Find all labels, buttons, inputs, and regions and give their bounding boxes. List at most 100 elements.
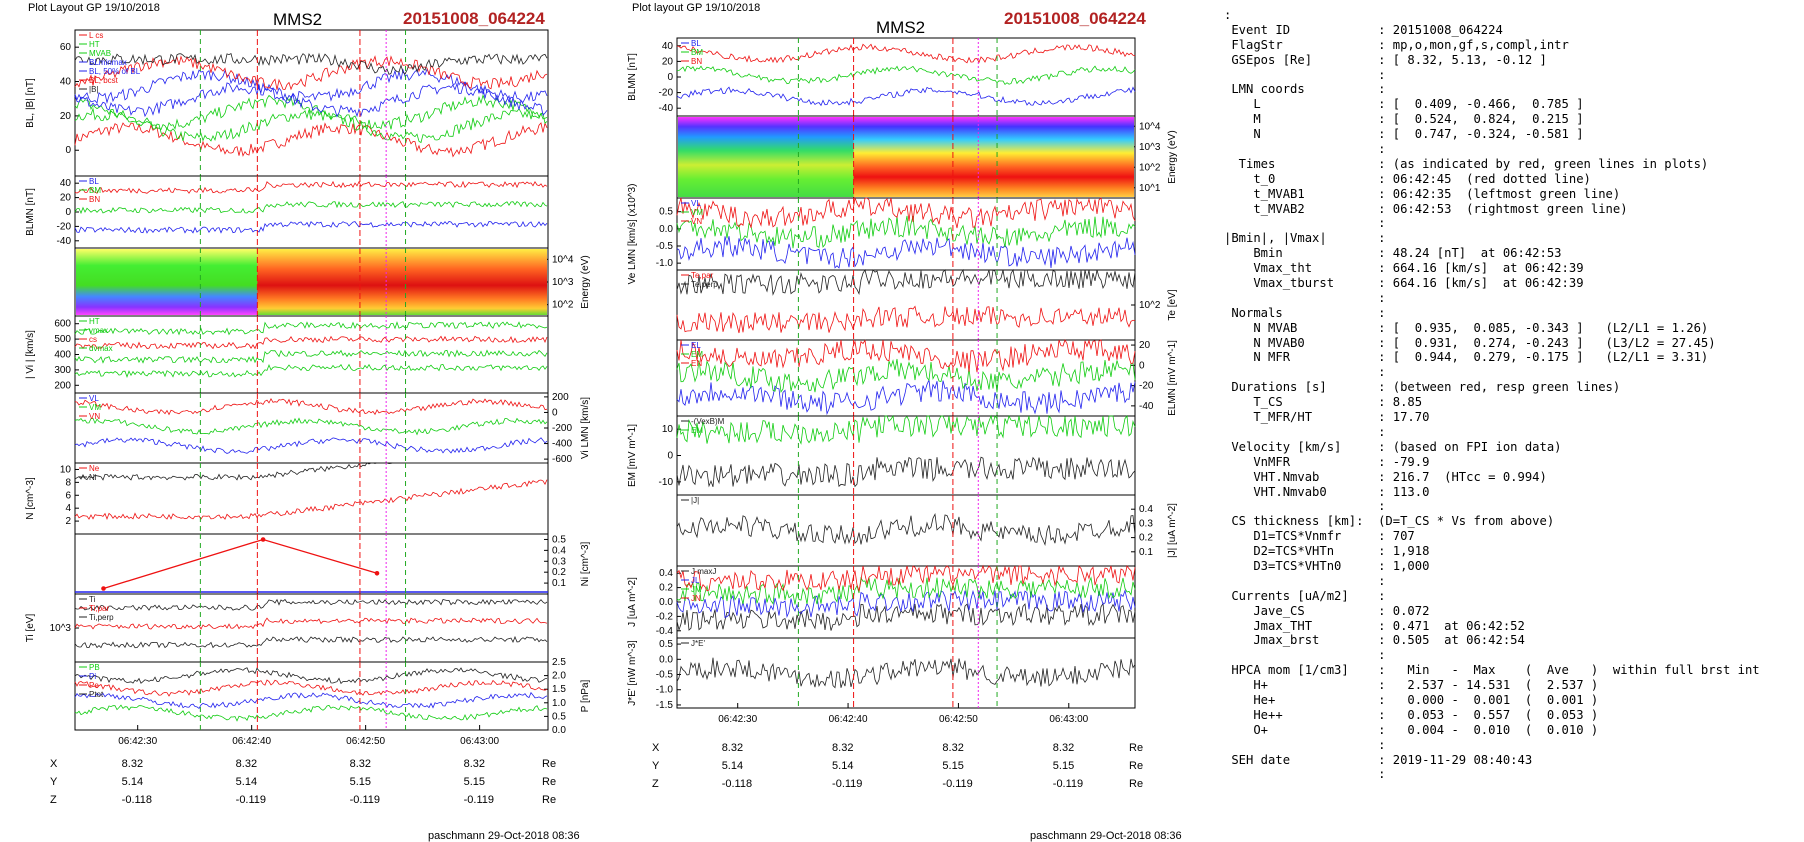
time-tick-label: 06:43:00 xyxy=(1049,714,1088,725)
info-line: : xyxy=(1224,737,1386,752)
tick-label: 0.3 xyxy=(1139,518,1153,529)
series-line xyxy=(74,121,548,158)
series-line xyxy=(676,86,1136,107)
legend-entry: BL xyxy=(89,177,99,186)
info-line: He+ : 0.000 - 0.001 ( 0.001 ) xyxy=(1224,692,1599,707)
legend-entry: |J| xyxy=(691,496,699,505)
info-line: O+ : 0.004 - 0.010 ( 0.010 ) xyxy=(1224,722,1599,737)
position-value: 8.32 xyxy=(1052,742,1075,754)
info-line: SEH date : 2019-11-29 08:40:43 xyxy=(1224,752,1533,767)
legend-entry: Ptot xyxy=(89,690,104,699)
legend-entry: -(VexB)M xyxy=(691,417,725,426)
legend-entry: dvmax xyxy=(89,344,113,353)
series-line xyxy=(74,107,548,144)
tick-label: 0.5 xyxy=(659,207,673,218)
info-line: FlagStr : mp,o,mon,gf,s,compl,intr xyxy=(1224,37,1569,52)
left-figure-header: Plot Layout GP 19/10/2018 xyxy=(28,2,160,14)
tick-label: 10^4 xyxy=(552,254,574,265)
legend-entry: PB xyxy=(89,663,100,672)
series-line xyxy=(676,358,1136,393)
axis-label: BLMN [nT] xyxy=(627,53,638,101)
info-line: : xyxy=(1224,216,1386,231)
panel-frame xyxy=(74,661,549,731)
series-line xyxy=(74,691,548,709)
info-line: : xyxy=(1224,424,1386,439)
tick-label: 0.4 xyxy=(552,545,566,556)
data-point xyxy=(374,571,380,576)
info-line: Jmax_brst : 0.505 at 06:42:54 xyxy=(1224,633,1525,648)
series-line xyxy=(74,598,548,611)
tick-label: 8 xyxy=(65,477,71,488)
position-value: 8.32 xyxy=(721,742,744,754)
position-value: -0.119 xyxy=(463,794,494,806)
tick-label: 2 xyxy=(65,516,71,527)
position-value: 8.32 xyxy=(349,758,372,770)
time-tick-label: 06:42:50 xyxy=(939,714,978,725)
tick-label: 2.0 xyxy=(552,671,566,682)
tick-label: -0.5 xyxy=(656,670,674,681)
info-line: VnMFR : -79.9 xyxy=(1224,454,1430,469)
info-line: D2=TCS*VHTn : 1,918 xyxy=(1224,544,1430,559)
right-figure-footer: paschmann 29-Oct-2018 08:36 xyxy=(1030,830,1182,842)
legend-entry: Ti,perp xyxy=(89,613,114,622)
info-line: t_MVAB1 : 06:42:35 (leftmost green line) xyxy=(1224,186,1621,201)
legend-entry: EM xyxy=(691,426,703,435)
panel-frame xyxy=(74,462,549,535)
tick-label: 10^3 xyxy=(1139,142,1161,153)
series-line xyxy=(74,55,548,91)
axis-label: Vi LMN [km/s] xyxy=(580,397,591,459)
legend-entry: BL, 50% of BL xyxy=(89,67,141,76)
legend-entry: BN xyxy=(691,57,702,66)
tick-label: -600 xyxy=(552,454,572,465)
series-line xyxy=(74,81,548,118)
series-line xyxy=(676,339,1136,373)
info-line: t_MVAB2 : 06:42:53 (rightmost green line… xyxy=(1224,201,1628,216)
legend-entry: VL xyxy=(89,394,99,403)
position-value: 5.14 xyxy=(121,776,144,788)
info-line: Vmax_tburst : 664.16 [km/s] at 06:42:39 xyxy=(1224,276,1584,291)
info-line: Vmax_tht : 664.16 [km/s] at 06:42:39 xyxy=(1224,261,1584,276)
position-row-label: Z xyxy=(50,794,57,806)
axis-label: EM [mV m^-1] xyxy=(627,424,638,487)
legend-entry: JM xyxy=(691,585,702,594)
spectrogram-region xyxy=(257,249,547,315)
series-line xyxy=(676,378,1136,416)
tick-label: 20 xyxy=(60,193,72,204)
series-line xyxy=(676,589,1136,619)
tick-label: 20 xyxy=(662,56,674,67)
position-value: 5.14 xyxy=(235,776,258,788)
info-line: : xyxy=(1224,499,1386,514)
position-value: 8.32 xyxy=(463,758,486,770)
info-line: T_MFR/HT : 17.70 xyxy=(1224,410,1430,425)
tick-label: 0.0 xyxy=(659,224,673,235)
tick-label: -20 xyxy=(57,221,72,232)
position-value: 8.32 xyxy=(942,742,964,754)
legend-entry: Ne xyxy=(89,464,100,473)
legend-entry: Ti,par xyxy=(89,604,109,613)
tick-label: 1.5 xyxy=(552,684,566,695)
info-line: : xyxy=(1224,573,1386,588)
panel-frame xyxy=(74,29,549,177)
position-row-label: X xyxy=(50,758,58,770)
spectrogram-region xyxy=(76,249,259,315)
info-line: : xyxy=(1224,67,1386,82)
axis-label: BL, |B| [nT] xyxy=(25,78,36,128)
tick-label: 10^2 xyxy=(1139,300,1161,311)
panel-frame xyxy=(74,315,549,394)
tick-label: 10^3 xyxy=(50,623,72,634)
position-row-label: Y xyxy=(50,776,58,788)
info-line: HPCA mom [1/cm3] : Min - Max ( Ave ) wit… xyxy=(1224,663,1760,678)
info-line: t_0 : 06:42:45 (red dotted line) xyxy=(1224,171,1591,186)
position-value: -0.118 xyxy=(121,794,153,806)
legend-entry: BLminmax xyxy=(89,58,127,67)
axis-label: Energy (eV) xyxy=(1167,130,1178,183)
tick-label: 200 xyxy=(552,392,569,403)
legend-entry: EL xyxy=(691,341,701,350)
position-unit: Re xyxy=(542,794,557,806)
tick-label: 0.3 xyxy=(552,556,566,567)
tick-label: 0.2 xyxy=(552,567,566,578)
position-row-label: Y xyxy=(652,760,660,772)
tick-label: 10 xyxy=(60,464,72,475)
series-line xyxy=(74,617,548,630)
tick-label: 0.5 xyxy=(552,534,566,545)
